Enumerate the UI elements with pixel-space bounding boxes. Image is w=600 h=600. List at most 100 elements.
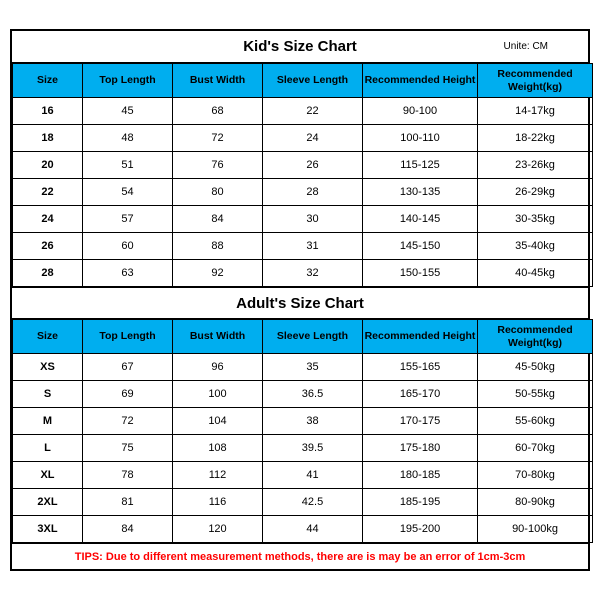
table-cell: 80-90kg <box>478 489 593 516</box>
table-cell: 42.5 <box>263 489 363 516</box>
table-cell: 68 <box>173 98 263 125</box>
table-cell: L <box>13 435 83 462</box>
table-cell: 22 <box>13 179 83 206</box>
table-cell: 180-185 <box>363 462 478 489</box>
tips-row: TIPS: Due to different measurement metho… <box>12 543 588 569</box>
table-cell: 39.5 <box>263 435 363 462</box>
table-row: 28639232150-15540-45kg <box>13 260 593 287</box>
table-cell: 28 <box>13 260 83 287</box>
table-row: XS679635155-16545-50kg <box>13 354 593 381</box>
table-cell: 195-200 <box>363 516 478 543</box>
table-cell: M <box>13 408 83 435</box>
table-cell: 20 <box>13 152 83 179</box>
table-row: S6910036.5165-17050-55kg <box>13 381 593 408</box>
table-cell: 35 <box>263 354 363 381</box>
table-cell: 140-145 <box>363 206 478 233</box>
table-cell: 116 <box>173 489 263 516</box>
table-cell: 145-150 <box>363 233 478 260</box>
col-rec-height: Recommended Height <box>363 64 478 98</box>
col-size: Size <box>13 320 83 354</box>
table-cell: 100 <box>173 381 263 408</box>
table-cell: 55-60kg <box>478 408 593 435</box>
table-cell: 80 <box>173 179 263 206</box>
table-cell: 40-45kg <box>478 260 593 287</box>
col-bust-width: Bust Width <box>173 64 263 98</box>
table-cell: 31 <box>263 233 363 260</box>
table-cell: 112 <box>173 462 263 489</box>
table-cell: 30-35kg <box>478 206 593 233</box>
table-cell: 45-50kg <box>478 354 593 381</box>
table-cell: 108 <box>173 435 263 462</box>
table-cell: 14-17kg <box>478 98 593 125</box>
table-cell: 70-80kg <box>478 462 593 489</box>
table-row: XL7811241180-18570-80kg <box>13 462 593 489</box>
table-cell: 69 <box>83 381 173 408</box>
col-rec-weight: Recommended Weight(kg) <box>478 320 593 354</box>
table-cell: 18 <box>13 125 83 152</box>
table-cell: 3XL <box>13 516 83 543</box>
table-cell: 41 <box>263 462 363 489</box>
col-top-length: Top Length <box>83 64 173 98</box>
table-cell: 44 <box>263 516 363 543</box>
table-cell: 155-165 <box>363 354 478 381</box>
size-chart-container: Kid's Size Chart Unite: CM Size Top Leng… <box>10 29 590 571</box>
adults-table: Size Top Length Bust Width Sleeve Length… <box>12 319 593 543</box>
col-top-length: Top Length <box>83 320 173 354</box>
table-row: 20517626115-12523-26kg <box>13 152 593 179</box>
adults-header-row: Size Top Length Bust Width Sleeve Length… <box>13 320 593 354</box>
table-cell: XL <box>13 462 83 489</box>
unite-label: Unite: CM <box>504 41 548 52</box>
adults-title-row: Adult's Size Chart <box>12 287 588 319</box>
table-cell: 175-180 <box>363 435 478 462</box>
table-row: 18487224100-11018-22kg <box>13 125 593 152</box>
table-cell: 165-170 <box>363 381 478 408</box>
tips-text: TIPS: Due to different measurement metho… <box>75 551 526 563</box>
table-cell: 90-100kg <box>478 516 593 543</box>
table-cell: 24 <box>13 206 83 233</box>
table-cell: 76 <box>173 152 263 179</box>
kids-header-row: Size Top Length Bust Width Sleeve Length… <box>13 64 593 98</box>
table-cell: XS <box>13 354 83 381</box>
table-cell: 84 <box>173 206 263 233</box>
col-size: Size <box>13 64 83 98</box>
table-cell: 57 <box>83 206 173 233</box>
table-cell: 104 <box>173 408 263 435</box>
table-row: 3XL8412044195-20090-100kg <box>13 516 593 543</box>
table-cell: 30 <box>263 206 363 233</box>
table-cell: 36.5 <box>263 381 363 408</box>
table-cell: 38 <box>263 408 363 435</box>
table-cell: 120 <box>173 516 263 543</box>
table-cell: 72 <box>173 125 263 152</box>
table-cell: 60 <box>83 233 173 260</box>
table-cell: 48 <box>83 125 173 152</box>
table-row: L7510839.5175-18060-70kg <box>13 435 593 462</box>
table-cell: 81 <box>83 489 173 516</box>
kids-title-row: Kid's Size Chart Unite: CM <box>12 31 588 63</box>
table-row: M7210438170-17555-60kg <box>13 408 593 435</box>
table-cell: 35-40kg <box>478 233 593 260</box>
table-cell: 75 <box>83 435 173 462</box>
table-cell: 88 <box>173 233 263 260</box>
table-cell: 150-155 <box>363 260 478 287</box>
col-bust-width: Bust Width <box>173 320 263 354</box>
table-cell: 45 <box>83 98 173 125</box>
table-cell: 185-195 <box>363 489 478 516</box>
table-cell: 100-110 <box>363 125 478 152</box>
table-cell: 84 <box>83 516 173 543</box>
table-cell: 50-55kg <box>478 381 593 408</box>
table-cell: 115-125 <box>363 152 478 179</box>
table-row: 26608831145-15035-40kg <box>13 233 593 260</box>
col-rec-height: Recommended Height <box>363 320 478 354</box>
adults-title: Adult's Size Chart <box>236 295 364 312</box>
table-cell: 54 <box>83 179 173 206</box>
table-cell: 170-175 <box>363 408 478 435</box>
table-cell: 67 <box>83 354 173 381</box>
table-cell: S <box>13 381 83 408</box>
col-sleeve-length: Sleeve Length <box>263 320 363 354</box>
table-cell: 23-26kg <box>478 152 593 179</box>
table-row: 24578430140-14530-35kg <box>13 206 593 233</box>
table-cell: 130-135 <box>363 179 478 206</box>
table-cell: 26-29kg <box>478 179 593 206</box>
table-cell: 2XL <box>13 489 83 516</box>
table-row: 2XL8111642.5185-19580-90kg <box>13 489 593 516</box>
